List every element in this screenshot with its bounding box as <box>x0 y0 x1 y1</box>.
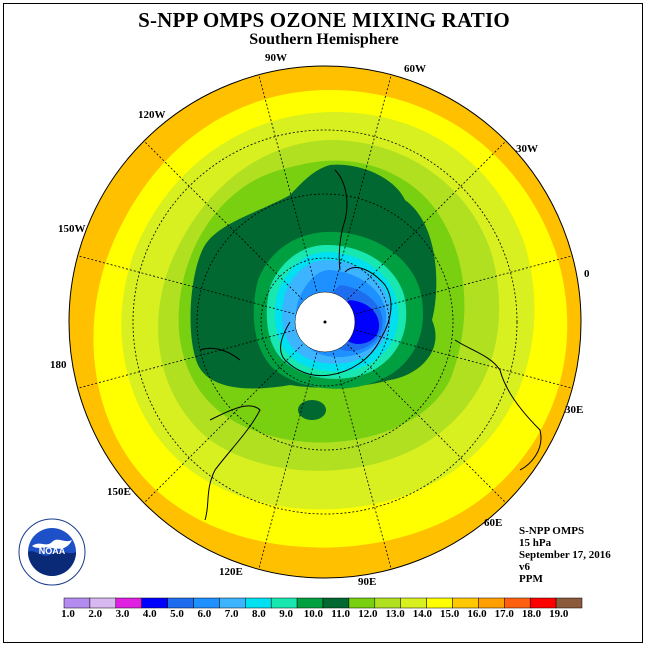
coastline-australia <box>204 405 261 521</box>
lon-label-60e: 60E <box>484 517 503 529</box>
colorbar-swatch <box>167 597 194 609</box>
colorbar-tick-label: 14.0 <box>412 608 433 620</box>
latitude-circle <box>132 129 518 515</box>
meridians <box>77 74 573 570</box>
colorbar-swatch <box>529 597 557 609</box>
colorbar-tick-label: 9.0 <box>279 608 293 620</box>
colorbar-swatch <box>193 597 220 609</box>
colorbar-tick-label: 4.0 <box>142 608 157 620</box>
latitude-circle <box>196 193 454 451</box>
graticule <box>132 129 518 515</box>
colorbar-swatch <box>63 597 91 609</box>
meridian-line <box>324 255 573 323</box>
colorbar-tick-label: 12.0 <box>358 608 378 620</box>
meridian-line <box>324 74 392 323</box>
colorbar-swatch <box>141 597 168 609</box>
meridian-line <box>77 255 326 323</box>
colorbar-tick-label: 13.0 <box>385 608 405 620</box>
coastline-south-america <box>334 169 348 271</box>
colorbar-tick-label: 7.0 <box>224 608 239 620</box>
colorbar-tick-label: 18.0 <box>521 608 542 620</box>
colorbar-swatch <box>374 597 401 609</box>
map-boundary <box>68 65 582 579</box>
meridian-line <box>77 321 326 389</box>
colorbar <box>63 597 583 609</box>
lon-label-150w: 150W <box>58 223 86 235</box>
south-pole-marker <box>323 320 327 324</box>
meridian-line <box>258 321 326 570</box>
meridian-line <box>258 74 326 323</box>
colorbar-swatch <box>322 597 350 609</box>
lon-label-180: 180 <box>50 359 67 371</box>
latitude-circle <box>260 257 390 387</box>
colorbar-tick-label: 3.0 <box>115 608 130 620</box>
lon-label-30e: 30E <box>565 404 584 416</box>
colorbar-swatch <box>555 597 583 609</box>
colorbar-swatch <box>89 597 117 609</box>
info-date: September 17, 2016 <box>519 549 611 561</box>
info-instrument: S-NPP OMPS <box>519 525 585 537</box>
colorbar-swatch <box>245 597 272 609</box>
noaa-logo: NOAA <box>18 518 86 586</box>
meridian-line <box>324 321 507 504</box>
lon-label-0: 0 <box>584 268 590 280</box>
meridian-line <box>324 321 392 570</box>
colorbar-swatch <box>426 597 453 609</box>
colorbar-tick-label: 5.0 <box>170 608 184 620</box>
coastline-africa <box>454 339 542 471</box>
colorbar-swatch <box>504 597 531 609</box>
lon-label-90w: 90W <box>265 52 287 64</box>
map-subtitle: Southern Hemisphere <box>249 31 399 48</box>
colorbar-tick-label: 8.0 <box>251 608 266 620</box>
coastlines <box>199 169 542 521</box>
colorbar-tick-label: 15.0 <box>440 608 460 620</box>
colorbar-swatch <box>270 597 298 609</box>
colorbar-swatch <box>115 597 142 609</box>
lon-label-150e: 150E <box>107 486 131 498</box>
colorbar-tick-label: 2.0 <box>88 608 103 620</box>
lon-label-60w: 60W <box>404 63 426 75</box>
lon-label-90e: 90E <box>358 576 377 588</box>
colorbar-swatch <box>348 597 376 609</box>
colorbar-swatch <box>478 597 505 609</box>
svg-text:NOAA: NOAA <box>39 546 66 556</box>
meridian-line <box>324 321 573 389</box>
colorbar-tick-label: 10.0 <box>303 608 323 620</box>
colorbar-tick-label: 11.0 <box>331 608 350 620</box>
colorbar-swatch <box>400 597 427 609</box>
colorbar-tick-label: 16.0 <box>467 608 487 620</box>
colorbar-tick-label: 17.0 <box>494 608 514 620</box>
info-units: PPM <box>519 573 543 585</box>
colorbar-tick-label: 19.0 <box>549 608 569 620</box>
info-pressure: 15 hPa <box>519 537 552 549</box>
contour-10-ppm-patch <box>298 400 326 420</box>
meridian-line <box>324 140 507 323</box>
colorbar-swatch <box>452 597 479 609</box>
map-title: S-NPP OMPS OZONE MIXING RATIO <box>138 8 510 32</box>
colorbar-swatch <box>296 597 324 609</box>
coastline-island <box>199 347 241 361</box>
meridian-line <box>143 140 326 323</box>
info-version: v6 <box>519 561 530 573</box>
colorbar-tick-label: 6.0 <box>197 608 212 620</box>
colorbar-tick-label: 1.0 <box>61 608 75 620</box>
meridian-line <box>143 321 326 504</box>
figure-frame <box>3 3 643 643</box>
colorbar-swatch <box>219 597 246 609</box>
lon-label-30w: 30W <box>516 143 538 155</box>
lon-label-120w: 120W <box>138 109 166 121</box>
coastline-antarctica <box>280 267 392 377</box>
lon-label-120e: 120E <box>219 566 243 578</box>
